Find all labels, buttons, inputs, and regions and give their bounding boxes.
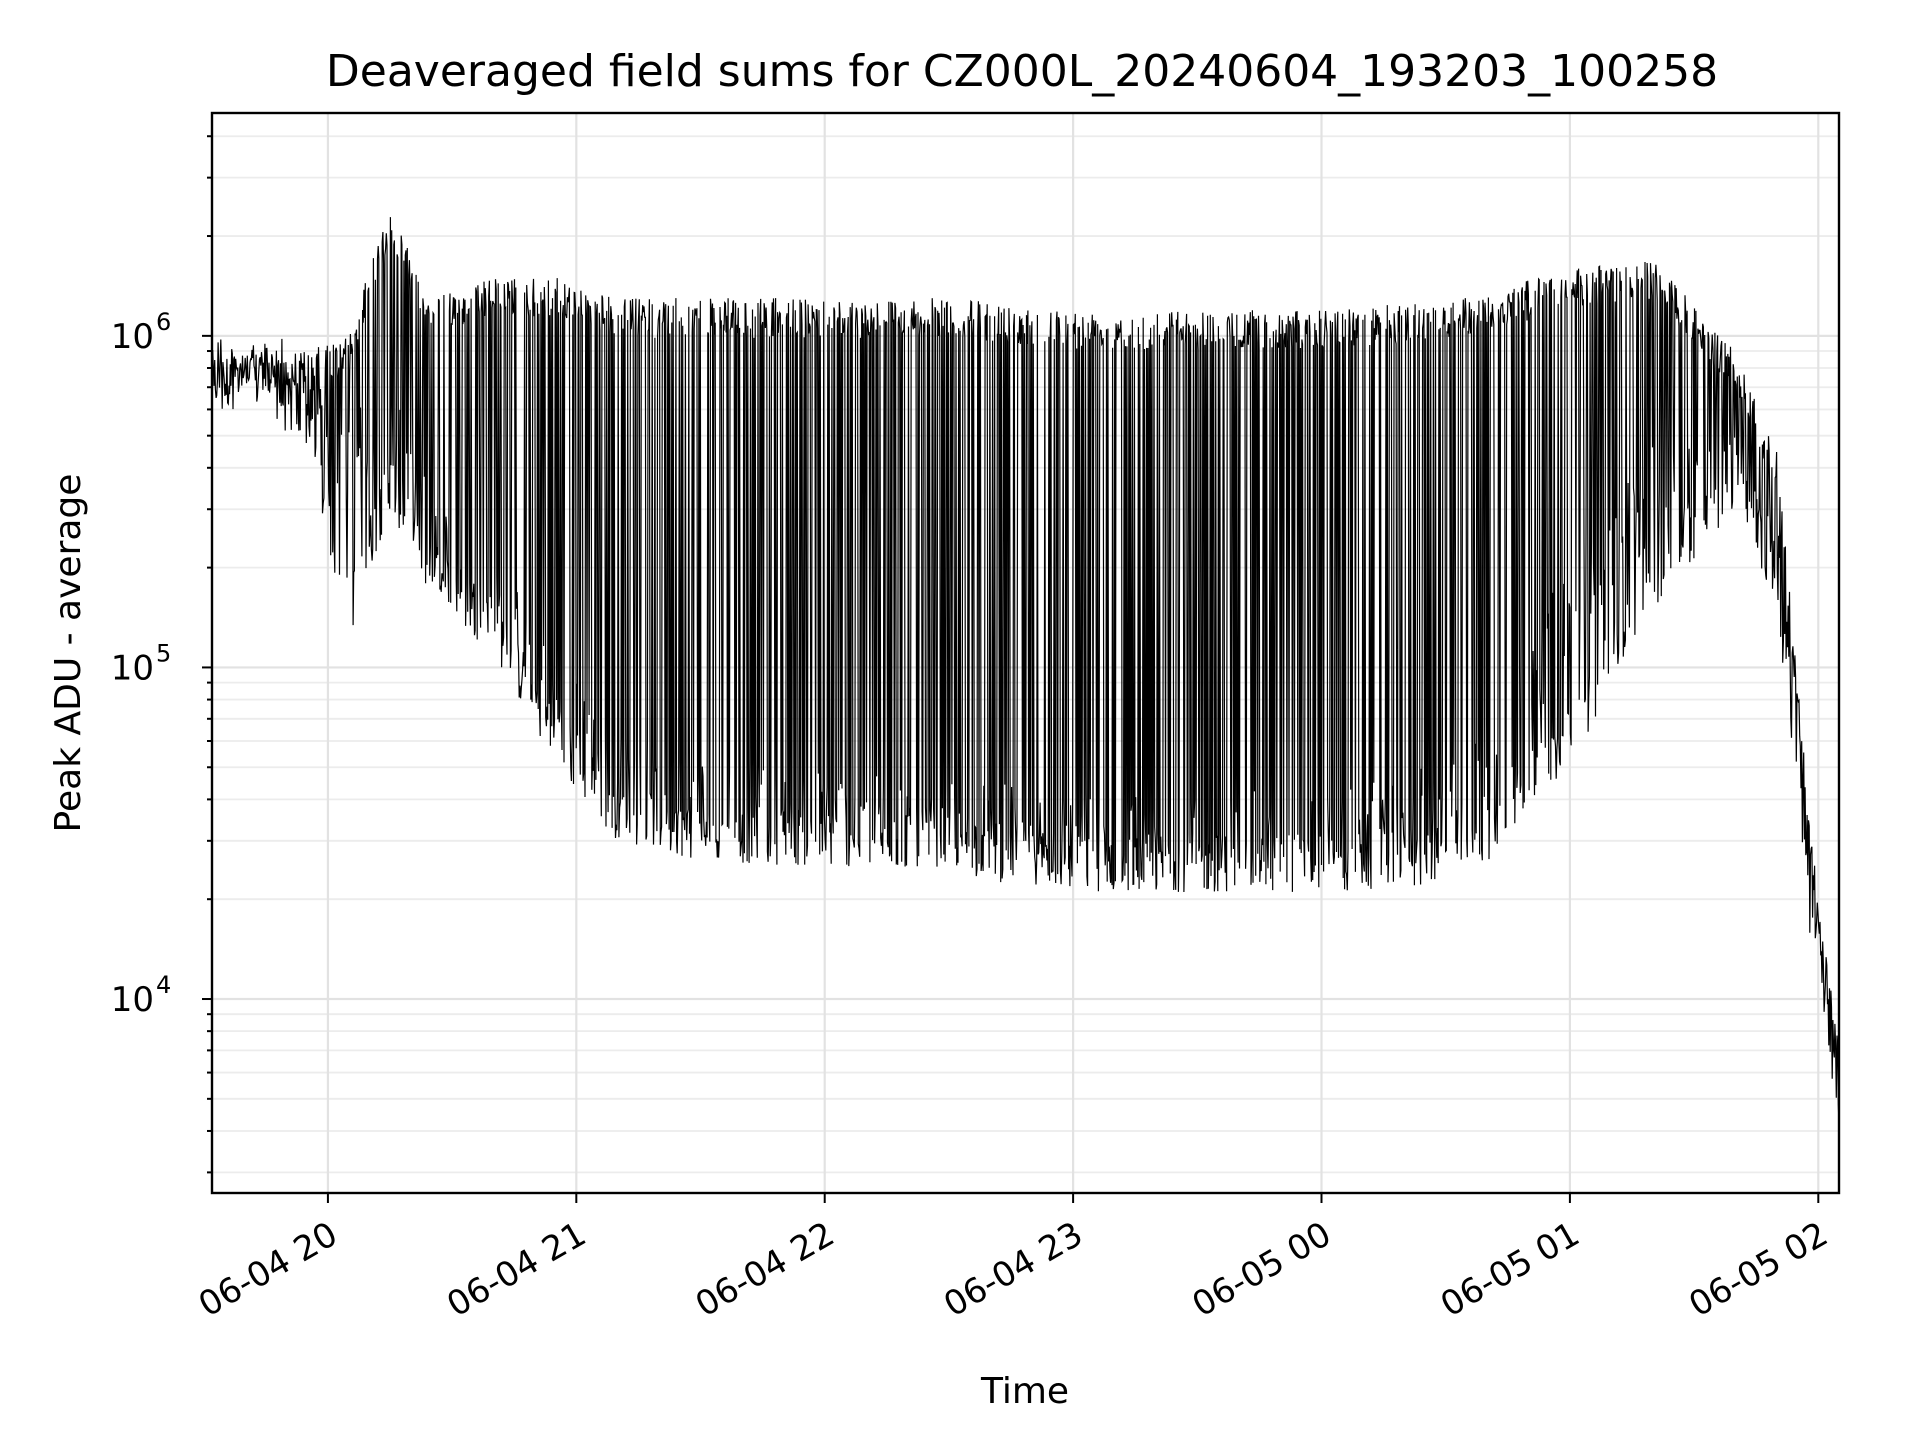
y-tick-label: 10 [111,317,154,357]
y-tick-label: 10 [111,648,154,688]
series-line [211,217,1840,1124]
x-axis-label: Time [980,1371,1069,1412]
plot-frame [210,111,1841,1195]
chart-title: Deaveraged field sums for CZ000L_2024060… [326,46,1718,97]
y-tick-exponent: 6 [156,308,171,336]
y-tick-exponent: 5 [156,639,171,667]
plot-area [211,217,1840,1124]
y-tick-exponent: 4 [156,971,171,999]
y-axis-label: Peak ADU - average [48,474,89,833]
y-tick-label: 10 [111,980,154,1020]
